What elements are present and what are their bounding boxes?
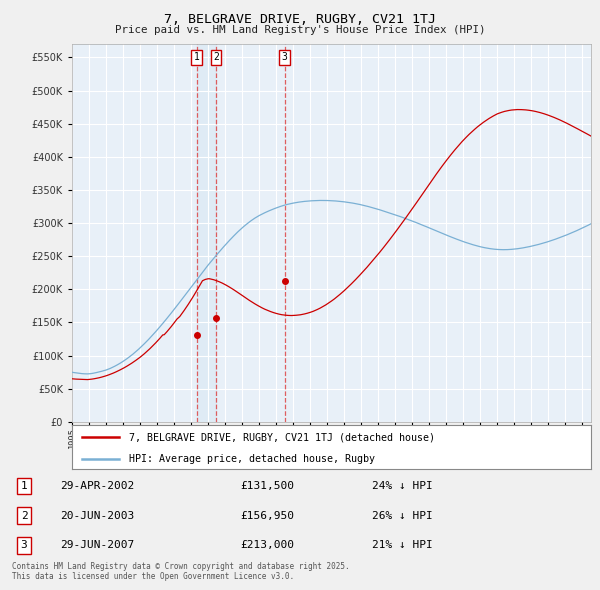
Text: 1: 1 (194, 53, 199, 63)
Text: 29-JUN-2007: 29-JUN-2007 (60, 540, 134, 550)
Text: 2: 2 (213, 53, 219, 63)
Text: 3: 3 (281, 53, 287, 63)
Text: £131,500: £131,500 (240, 481, 294, 491)
Bar (197, 44, 216, 422)
Text: 7, BELGRAVE DRIVE, RUGBY, CV21 1TJ (detached house): 7, BELGRAVE DRIVE, RUGBY, CV21 1TJ (deta… (129, 432, 435, 442)
Text: £156,950: £156,950 (240, 510, 294, 520)
Text: 3: 3 (20, 540, 28, 550)
Text: 21% ↓ HPI: 21% ↓ HPI (372, 540, 433, 550)
Text: £213,000: £213,000 (240, 540, 294, 550)
Text: 29-APR-2002: 29-APR-2002 (60, 481, 134, 491)
Text: HPI: Average price, detached house, Rugby: HPI: Average price, detached house, Rugb… (129, 454, 375, 464)
Text: 24% ↓ HPI: 24% ↓ HPI (372, 481, 433, 491)
Text: Price paid vs. HM Land Registry's House Price Index (HPI): Price paid vs. HM Land Registry's House … (115, 25, 485, 35)
Text: 1: 1 (20, 481, 28, 491)
Text: 2: 2 (20, 510, 28, 520)
Text: This data is licensed under the Open Government Licence v3.0.: This data is licensed under the Open Gov… (12, 572, 294, 581)
Text: 26% ↓ HPI: 26% ↓ HPI (372, 510, 433, 520)
Text: 20-JUN-2003: 20-JUN-2003 (60, 510, 134, 520)
Text: 7, BELGRAVE DRIVE, RUGBY, CV21 1TJ: 7, BELGRAVE DRIVE, RUGBY, CV21 1TJ (164, 13, 436, 26)
Text: Contains HM Land Registry data © Crown copyright and database right 2025.: Contains HM Land Registry data © Crown c… (12, 562, 350, 571)
